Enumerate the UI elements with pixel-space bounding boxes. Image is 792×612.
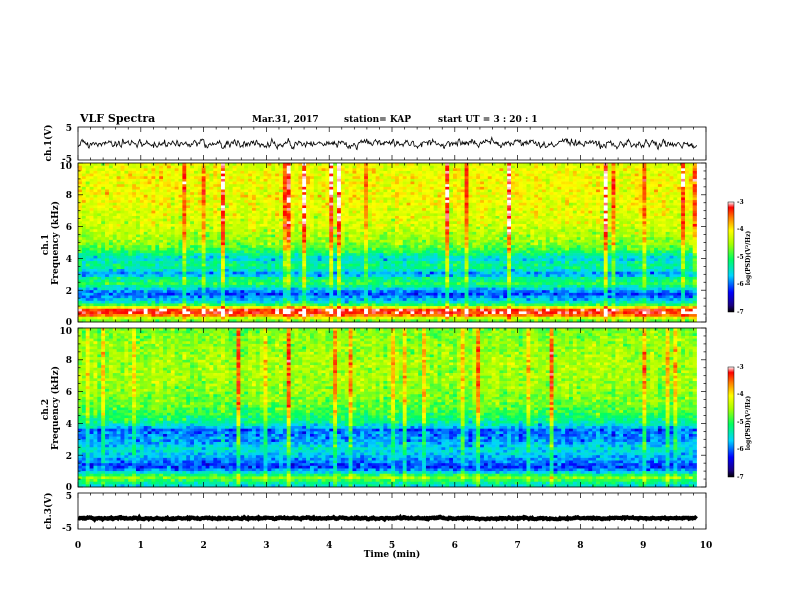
ch1-spectrogram-heatmap [78, 163, 697, 323]
x-tick-label: 6 [452, 541, 458, 551]
x-tick-label: 7 [514, 541, 520, 551]
ch1-ytick-4: 4 [66, 255, 72, 265]
x-tick-label: 0 [75, 541, 81, 551]
ch1-ytick-0: 0 [66, 318, 72, 328]
date-label: Mar.31, 2017 [252, 115, 319, 125]
x-axis-tick-labels: 0 1 2 3 4 5 6 7 8 9 10 [75, 541, 712, 551]
x-tick-label: 8 [577, 541, 583, 551]
ch1-cbar-tick-minus4: -4 [737, 226, 744, 233]
ch1-ytick-10: 10 [59, 162, 72, 172]
ch2-cbar-tick-minus7: -7 [737, 474, 744, 481]
ch1-cbar-label: log(PSD)(V²/Hz) [745, 231, 752, 286]
x-tick-label: 10 [700, 541, 713, 551]
ch2-cbar-tick-minus5: -5 [737, 419, 744, 426]
ch1-cbar-tick-minus6: -6 [737, 281, 744, 288]
ch1-spectrogram-panel: 0 2 4 6 8 10 ch.1 Frequency (kHz) -3 -4 … [41, 162, 752, 328]
ch1-cbar-tick-minus3: -3 [737, 199, 744, 206]
x-tick-label: 3 [263, 541, 269, 551]
ch2-ylabel-channel: ch.2 [41, 399, 51, 420]
ch2-spectrogram-panel: 0 2 4 6 8 10 ch.2 Frequency (kHz) -3 -4 … [41, 327, 752, 493]
ch2-ytick-4: 4 [66, 420, 72, 430]
ch1-ylabel-frequency: Frequency (kHz) [50, 201, 61, 285]
ch1-ytick-8: 8 [66, 191, 72, 201]
ch1-ytick-minus5: -5 [62, 155, 72, 165]
station-label: station= KAP [344, 115, 411, 125]
x-axis-label: Time (min) [364, 549, 421, 560]
ch1-ytick-2: 2 [66, 287, 72, 297]
ch2-ytick-10: 10 [59, 327, 72, 337]
ch3-waveform-frame [77, 492, 707, 530]
ch1-colorbar [727, 201, 735, 313]
ch2-freq-ylabel: ch.2 Frequency (kHz) [41, 366, 61, 450]
ch2-ylabel-frequency: Frequency (kHz) [50, 366, 61, 450]
axis-tick-marks [77, 127, 707, 529]
ch3-waveform-trace [77, 513, 698, 523]
ch1-ytick-6: 6 [66, 223, 72, 233]
ch3-ylabel: ch.3(V) [43, 493, 54, 530]
ch1-waveform-trace [77, 136, 697, 151]
ch2-ytick-6: 6 [66, 388, 72, 398]
ch1-ylabel: ch.1(V) [43, 125, 54, 162]
ch1-waveform-panel: 5 -5 ch.1(V) [43, 124, 707, 165]
ch1-ylabel-channel: ch.1 [41, 234, 51, 255]
ch1-cbar-tick-minus7: -7 [737, 309, 744, 316]
x-tick-label: 1 [138, 541, 144, 551]
x-tick-label: 9 [640, 541, 646, 551]
ch3-ytick-5: 5 [66, 492, 72, 502]
ch3-waveform-panel: 5 -5 ch.3(V) [43, 492, 707, 534]
start-time-label: start UT = 3 : 20 : 1 [438, 115, 538, 125]
ch1-freq-ylabel: ch.1 Frequency (kHz) [41, 201, 61, 285]
figure-title: VLF Spectra [79, 112, 155, 125]
ch2-ytick-8: 8 [66, 356, 72, 366]
ch1-cbar-tick-minus5: -5 [737, 254, 744, 261]
ch1-ytick-5: 5 [66, 124, 72, 134]
x-tick-label: 4 [326, 541, 332, 551]
ch3-ytick-minus5: -5 [62, 524, 72, 534]
ch2-ytick-0: 0 [66, 483, 72, 493]
ch2-cbar-tick-minus3: -3 [737, 364, 744, 371]
ch2-cbar-label: log(PSD)(V²/Hz) [745, 396, 752, 451]
x-tick-label: 2 [200, 541, 206, 551]
ch2-cbar-tick-minus6: -6 [737, 446, 744, 453]
x-tick-label: 5 [389, 541, 395, 551]
ch2-ytick-2: 2 [66, 452, 72, 462]
ch2-spectrogram-heatmap [78, 328, 697, 488]
ch2-cbar-tick-minus4: -4 [737, 391, 744, 398]
ch2-colorbar [727, 366, 735, 478]
